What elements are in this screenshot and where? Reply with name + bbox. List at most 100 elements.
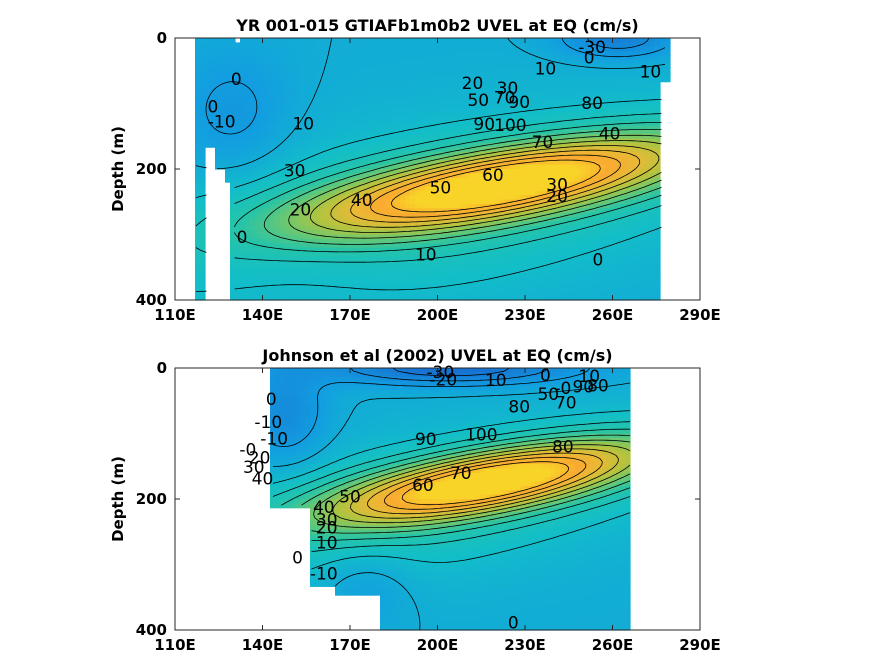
field-cell [425,103,431,109]
field-cell [555,147,561,153]
field-cell [460,195,466,201]
field-cell [335,160,341,166]
field-cell [355,38,361,43]
field-cell [390,265,396,271]
field-cell [600,190,606,196]
field-cell [340,112,346,118]
field-cell [335,103,341,109]
field-cell [305,42,311,48]
field-cell [195,81,201,87]
field-cell [490,238,496,244]
field-cell [285,55,291,61]
field-cell [280,203,286,209]
field-cell [285,103,291,109]
field-cell [285,77,291,83]
field-cell [490,225,496,231]
field-cell [355,147,361,153]
field-cell [225,81,231,87]
field-cell [490,195,496,201]
field-cell [420,72,426,78]
field-cell [430,173,436,179]
field-cell [485,46,491,52]
field-cell [410,243,416,249]
field-cell [570,234,576,240]
field-cell [325,129,331,135]
field-cell [615,120,621,126]
field-cell [495,247,501,253]
field-cell [555,51,561,57]
field-cell [615,90,621,96]
field-cell [215,120,221,126]
field-cell [520,295,526,301]
field-cell [335,265,341,271]
field-cell [395,278,401,284]
field-cell [205,81,211,87]
field-cell [255,212,261,218]
field-cell [615,295,621,301]
field-cell [450,291,456,297]
field-cell [525,195,531,201]
field-cell [530,42,536,48]
field-cell [365,147,371,153]
field-cell [325,234,331,240]
field-cell [540,164,546,170]
field-cell [315,90,321,96]
field-cell [300,138,306,144]
field-cell [540,116,546,122]
field-cell [420,278,426,284]
field-cell [300,208,306,214]
field-cell [245,120,251,126]
field-cell [205,138,211,144]
field-cell [510,238,516,244]
field-cell [500,129,506,135]
field-cell [310,116,316,122]
field-cell [390,282,396,288]
field-cell [590,230,596,236]
field-cell [495,177,501,183]
field-cell [375,265,381,271]
field-cell [340,225,346,231]
field-cell [330,278,336,284]
field-cell [235,64,241,70]
field-cell [540,295,546,301]
field-cell [455,155,461,161]
field-cell [400,86,406,91]
field-cell [255,81,261,87]
field-cell [565,225,571,231]
field-cell [435,234,441,240]
field-cell [570,51,576,57]
field-cell [460,77,466,83]
field-cell [520,134,526,140]
field-cell [560,103,566,109]
field-cell [370,107,376,113]
field-cell [250,195,256,201]
field-cell [620,51,626,57]
field-cell [555,177,561,183]
field-cell [380,251,386,257]
field-cell [460,190,466,196]
field-cell [460,230,466,236]
field-cell [525,269,531,275]
field-cell [385,195,391,201]
field-cell [370,151,376,157]
field-cell [365,59,371,65]
field-cell [330,107,336,113]
field-cell [585,142,591,148]
field-cell [335,278,341,284]
field-cell [555,203,561,209]
field-cell [550,107,556,113]
field-cell [310,238,316,244]
field-cell [260,282,266,288]
field-cell [410,217,416,222]
field-cell [470,286,476,292]
field-cell [465,295,471,301]
field-cell [575,86,581,91]
field-cell [500,243,506,249]
field-cell [345,269,351,275]
field-cell [495,295,501,301]
field-cell [395,182,401,188]
field-cell [315,251,321,257]
field-cell [550,64,556,70]
field-cell [600,182,606,188]
field-cell [520,186,526,192]
